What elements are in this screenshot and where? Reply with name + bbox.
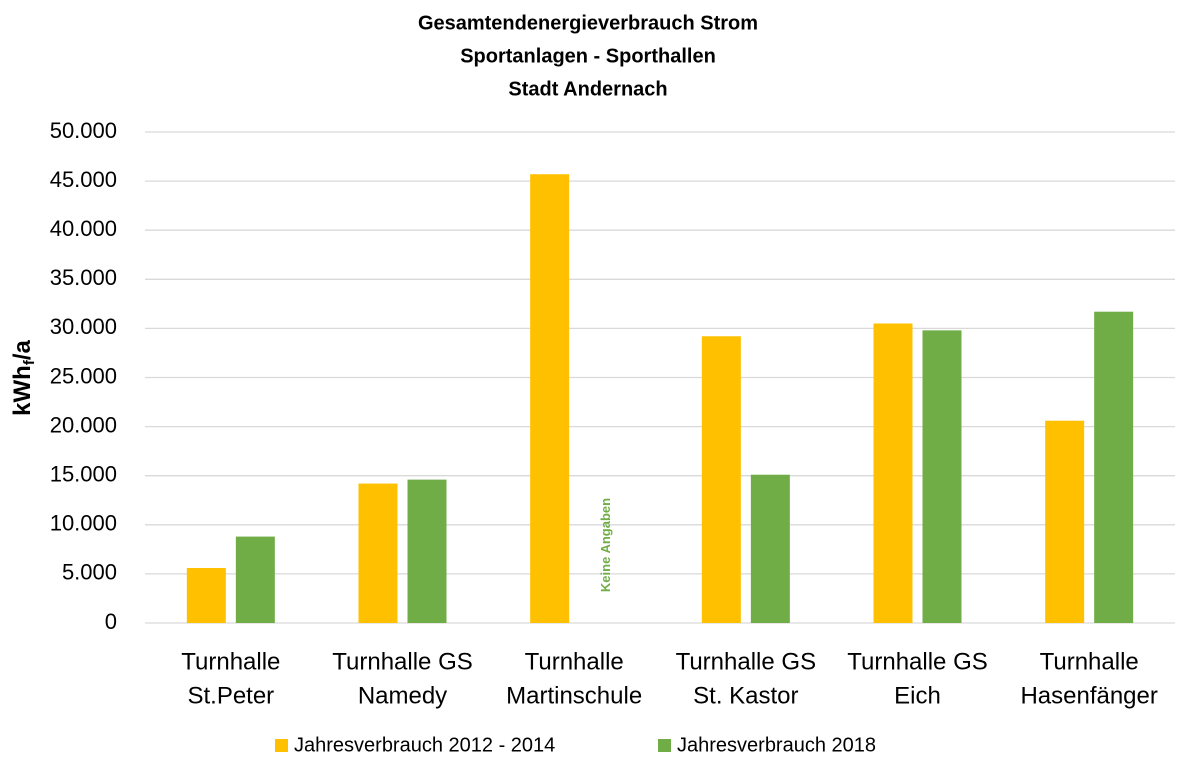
bar <box>407 479 447 623</box>
chart-title: Sportanlagen - Sporthallen <box>460 45 716 67</box>
bar <box>1045 420 1085 623</box>
bar <box>1094 311 1134 623</box>
x-tick-label: Turnhalle <box>1040 648 1139 675</box>
x-tick-label: Hasenfänger <box>1020 682 1157 709</box>
legend-label: Jahresverbrauch 2012 - 2014 <box>294 734 555 756</box>
x-tick-label: Turnhalle GS <box>847 648 988 675</box>
y-tick-label: 10.000 <box>50 511 117 536</box>
y-tick-label: 35.000 <box>50 265 117 290</box>
bar <box>873 323 913 623</box>
y-axis-label: kWhf/a <box>9 340 38 416</box>
legend-swatch <box>275 739 288 752</box>
y-tick-label: 0 <box>105 609 117 634</box>
x-tick-label: Eich <box>894 682 941 709</box>
y-axis-label-sub: f <box>21 359 38 365</box>
annotation: Keine Angaben <box>598 498 613 592</box>
y-tick-label: 45.000 <box>50 167 117 192</box>
x-tick-label: Turnhalle GS <box>676 648 817 675</box>
bar <box>358 483 398 623</box>
x-tick-label: Turnhalle GS <box>332 648 473 675</box>
y-tick-label: 50.000 <box>50 118 117 143</box>
y-axis-label-main: kWh <box>9 365 36 416</box>
y-tick-label: 40.000 <box>50 216 117 241</box>
y-tick-label: 20.000 <box>50 412 117 437</box>
bar <box>701 336 741 623</box>
legend-label: Jahresverbrauch 2018 <box>677 734 876 756</box>
bar <box>235 536 275 623</box>
y-axis-label-tail: /a <box>9 340 36 361</box>
x-tick-label: Namedy <box>358 682 447 709</box>
y-tick-label: 5.000 <box>62 560 117 585</box>
bar <box>922 330 962 623</box>
y-tick-label: 15.000 <box>50 462 117 487</box>
x-tick-label: Martinschule <box>506 682 642 709</box>
y-tick-label: 25.000 <box>50 363 117 388</box>
bar <box>750 474 790 623</box>
bar <box>186 568 226 623</box>
x-tick-label: St. Kastor <box>693 682 798 709</box>
x-tick-label: Turnhalle <box>525 648 624 675</box>
x-tick-label: St.Peter <box>187 682 274 709</box>
y-tick-label: 30.000 <box>50 314 117 339</box>
chart-title: Stadt Andernach <box>508 78 667 100</box>
x-tick-label: Turnhalle <box>181 648 280 675</box>
chart-title: Gesamtendenergieverbrauch Strom <box>418 12 758 34</box>
legend-swatch <box>658 739 671 752</box>
bar <box>530 174 570 623</box>
